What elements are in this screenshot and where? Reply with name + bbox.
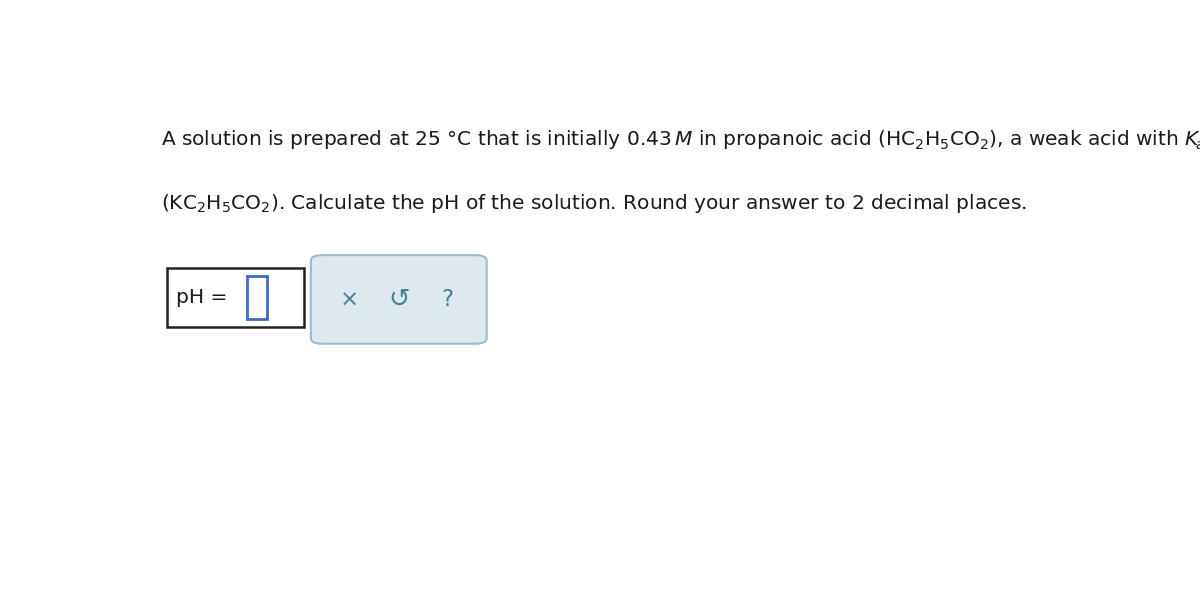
Text: A solution is prepared at 25 °C that is initially 0.43$\,\mathit{M}$ in propanoi: A solution is prepared at 25 °C that is …	[161, 126, 1200, 152]
Text: pH =: pH =	[176, 288, 234, 307]
FancyBboxPatch shape	[167, 267, 305, 327]
Text: ?: ?	[442, 288, 454, 311]
Text: $\left(\mathrm{KC_2H_5CO_2}\right)$. Calculate the pH of the solution. Round you: $\left(\mathrm{KC_2H_5CO_2}\right)$. Cal…	[161, 192, 1027, 215]
FancyBboxPatch shape	[247, 276, 268, 318]
Text: $\times$: $\times$	[340, 288, 358, 311]
Text: ↺: ↺	[389, 286, 410, 313]
FancyBboxPatch shape	[311, 255, 487, 344]
